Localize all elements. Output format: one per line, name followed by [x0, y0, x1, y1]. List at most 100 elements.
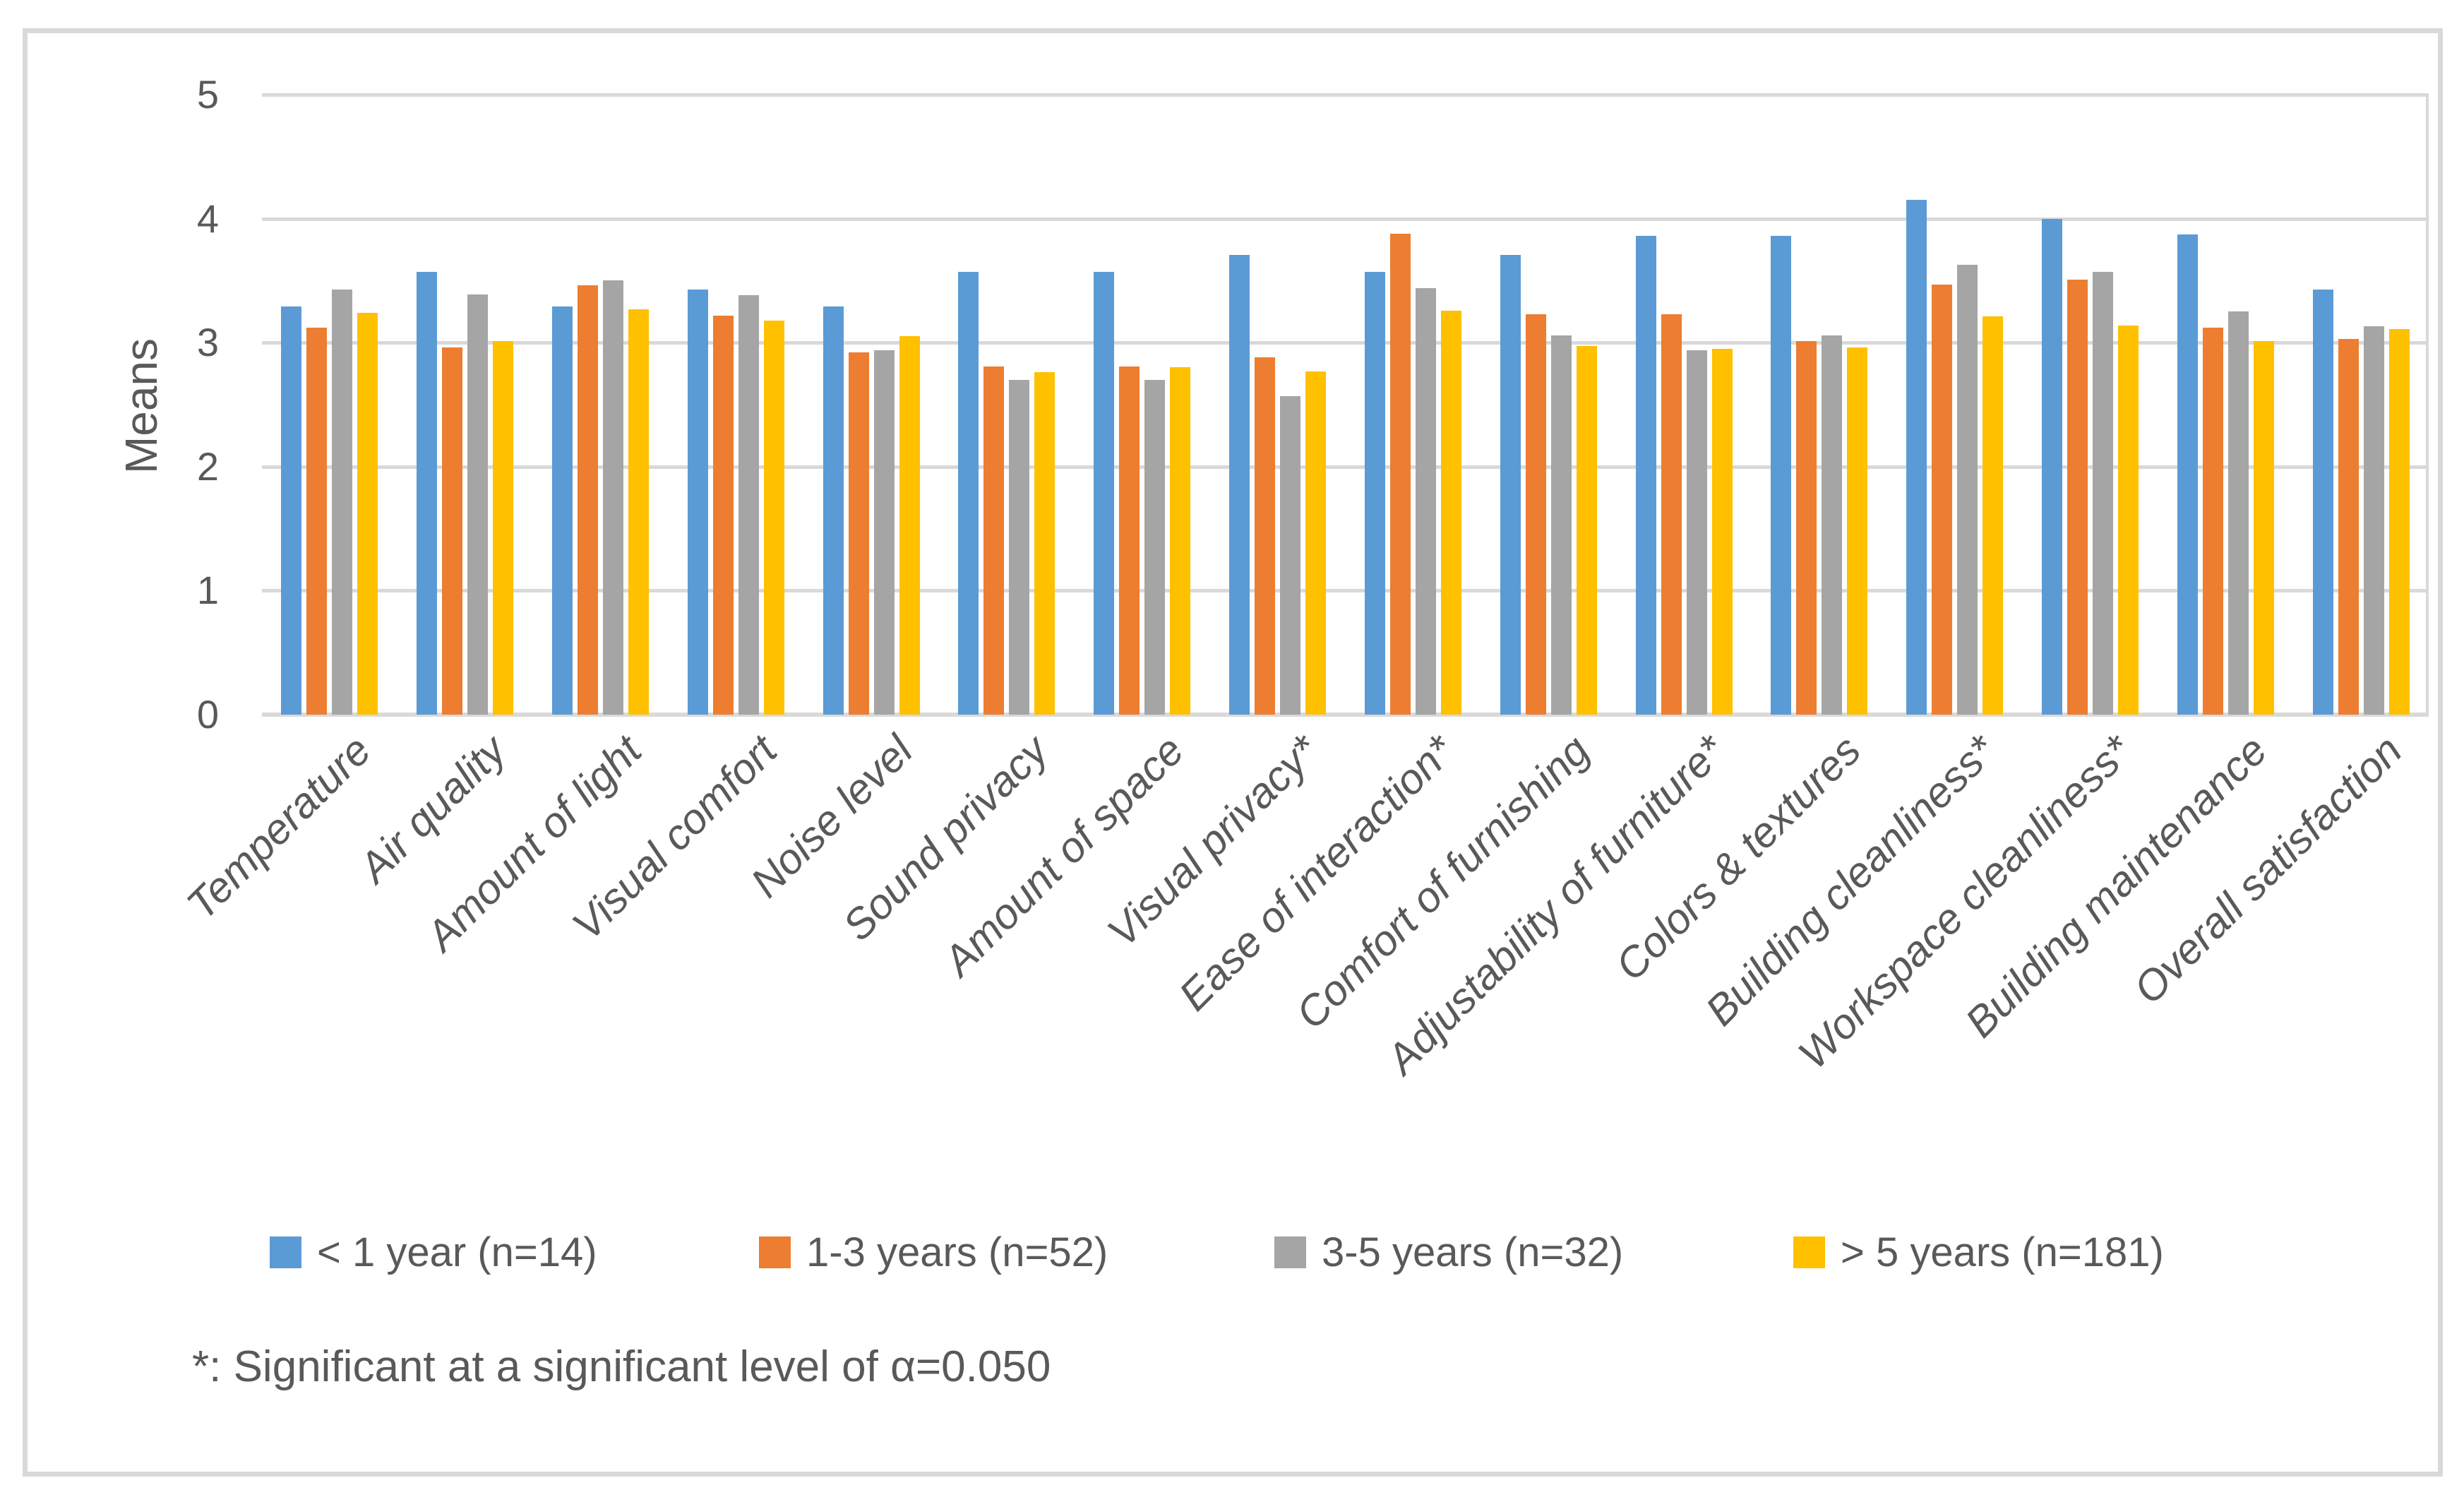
bar [958, 272, 979, 715]
bar [1771, 236, 1792, 715]
y-axis-tick-label: 1 [196, 568, 219, 613]
legend-item: < 1 year (n=14) [270, 1229, 597, 1276]
legend-swatch-icon [1793, 1236, 1825, 1268]
bar-group-7 [1075, 95, 1210, 715]
gridline-y2 [262, 465, 2429, 469]
gridline-y0 [262, 713, 2429, 717]
bar [2227, 311, 2249, 715]
bar [417, 272, 438, 715]
bar [332, 289, 353, 715]
bar [603, 280, 624, 715]
legend-swatch-icon [1274, 1236, 1306, 1268]
bar [2041, 218, 2062, 715]
bar [1847, 347, 1868, 715]
bar [1906, 200, 1927, 715]
bar-group-14 [2023, 95, 2158, 715]
bar-group-2 [397, 95, 533, 715]
bar [1280, 395, 1301, 715]
bar [1009, 379, 1030, 715]
bar [2177, 234, 2198, 715]
bar [899, 336, 920, 715]
bar [1957, 264, 1978, 715]
bar [1576, 346, 1597, 715]
legend-label: 1-3 years (n=52) [806, 1229, 1108, 1275]
bar [2388, 328, 2410, 715]
bar [2202, 328, 2223, 715]
gridline-y1 [262, 589, 2429, 593]
bar [1034, 372, 1055, 715]
y-axis-tick-label: 5 [196, 72, 219, 117]
bar-group-11 [1616, 95, 1752, 715]
bar-group-10 [1481, 95, 1616, 715]
bar [467, 294, 489, 715]
bar-group-12 [1752, 95, 1887, 715]
bar [738, 295, 759, 715]
y-axis-tick-label: 0 [196, 692, 219, 737]
bar [1389, 233, 1411, 715]
bar-group-1 [262, 95, 397, 715]
significance-footnote: *: Significant at a significant level of… [192, 1342, 1051, 1391]
bar-group-4 [668, 95, 803, 715]
bar-group-9 [1346, 95, 1481, 715]
bar-group-3 [533, 95, 669, 715]
bar-groups [262, 95, 2429, 715]
bar [1686, 350, 1707, 715]
bar [1635, 236, 1656, 715]
bar [552, 306, 573, 715]
bar [1822, 335, 1843, 715]
bar [1415, 287, 1436, 715]
bar [1525, 314, 1546, 715]
bar [763, 320, 784, 715]
bar [578, 285, 599, 715]
gridline-y4 [262, 217, 2429, 221]
bar [1661, 314, 1682, 715]
y-axis-tick-label: 4 [196, 196, 219, 241]
bar [2312, 289, 2333, 715]
bar [493, 341, 514, 715]
bar [1094, 272, 1115, 715]
legend-label: < 1 year (n=14) [317, 1229, 597, 1275]
bar [281, 306, 302, 715]
chart-border [23, 28, 2443, 1477]
bar [1255, 357, 1276, 715]
legend-item: 1-3 years (n=52) [759, 1229, 1108, 1276]
bar [1305, 371, 1327, 715]
bar [357, 313, 378, 715]
bar-group-5 [803, 95, 939, 715]
bar [1711, 348, 1733, 715]
legend-label: > 5 years (n=181) [1841, 1229, 2164, 1275]
bar [712, 315, 734, 715]
bar [823, 306, 844, 715]
bar [628, 309, 650, 715]
bar [1119, 366, 1140, 715]
bar [2117, 325, 2139, 715]
bar [2253, 341, 2274, 715]
bar [1550, 335, 1572, 715]
legend-swatch-icon [270, 1236, 301, 1268]
bar [1170, 367, 1191, 715]
bar-group-15 [2158, 95, 2293, 715]
bar-group-6 [939, 95, 1075, 715]
bar [873, 350, 895, 715]
bar [2067, 279, 2088, 715]
bar [983, 366, 1005, 715]
y-axis-tick-label: 3 [196, 320, 219, 365]
bar [1932, 284, 1953, 715]
bar [1229, 254, 1250, 715]
bar [1982, 316, 2004, 715]
bar [442, 347, 463, 715]
bar-group-8 [1210, 95, 1346, 715]
plot-right-border [2426, 95, 2429, 715]
bar [848, 352, 869, 715]
bar [1364, 272, 1385, 715]
plot-area [262, 93, 2429, 717]
legend-item: > 5 years (n=181) [1793, 1229, 2164, 1276]
bar [1440, 310, 1461, 715]
bar-group-13 [1887, 95, 2023, 715]
legend-item: 3-5 years (n=32) [1274, 1229, 1623, 1276]
bar [687, 289, 708, 715]
bar [1144, 379, 1166, 715]
bar-group-16 [2293, 95, 2429, 715]
legend-swatch-icon [759, 1236, 791, 1268]
